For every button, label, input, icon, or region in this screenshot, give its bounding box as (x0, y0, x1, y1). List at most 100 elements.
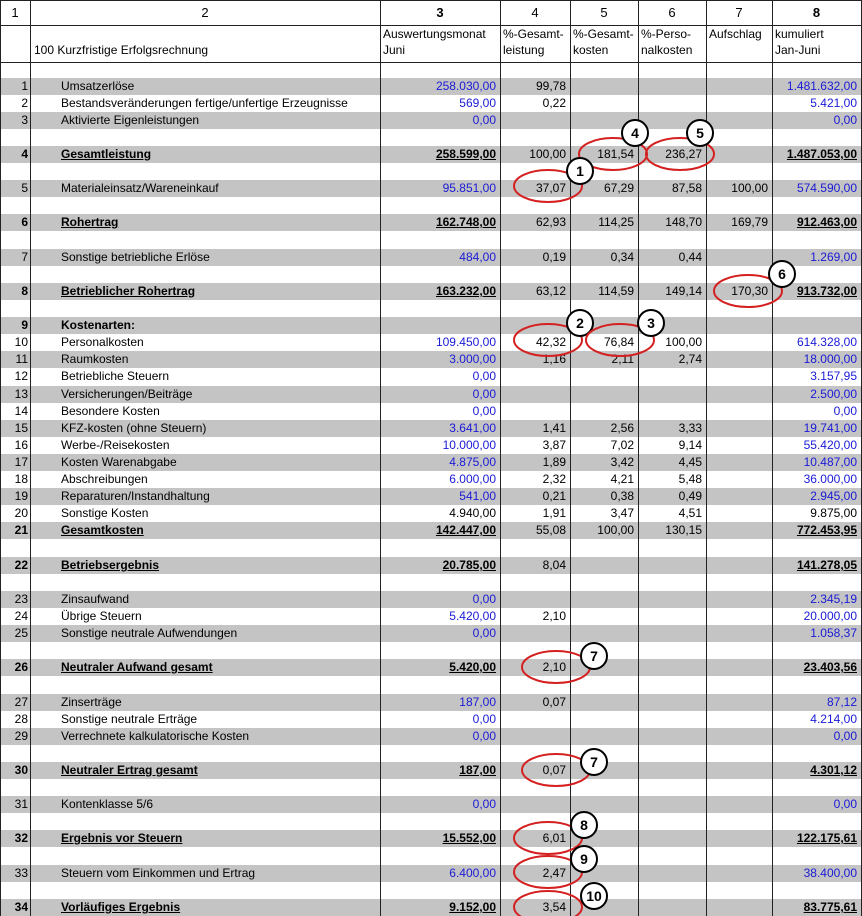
cell-value: 38.400,00 (803, 866, 857, 880)
cell-value: 569,00 (459, 96, 496, 110)
cell-value: 15.552,00 (442, 831, 496, 845)
row-band (0, 283, 862, 300)
row-label: Verrechnete kalkulatorische Kosten (61, 729, 250, 743)
column-title: leistung (503, 43, 545, 57)
callout-circle (580, 882, 608, 910)
row-number: 12 (14, 369, 28, 383)
row-number: 30 (14, 763, 28, 777)
column-border (706, 0, 707, 916)
row-label: Zinsaufwand (61, 592, 130, 606)
callout-circle (580, 748, 608, 776)
cell-value: 614.328,00 (796, 335, 857, 349)
column-border (0, 0, 1, 916)
sheet-title: 100 Kurzfristige Erfolgsrechnung (34, 43, 209, 57)
highlight-ellipse (521, 650, 591, 684)
row-band (0, 728, 862, 745)
cell-value: 2,56 (610, 421, 634, 435)
cell-value: 0,00 (833, 404, 857, 418)
column-title: nalkosten (641, 43, 693, 57)
cell-value: 6.400,00 (449, 866, 496, 880)
row-label: Aktivierte Eigenleistungen (61, 113, 200, 127)
cell-value: 149,14 (665, 284, 702, 298)
highlight-ellipse (645, 137, 715, 171)
column-number: 2 (201, 5, 209, 20)
row-label: Versicherungen/Beiträge (61, 387, 193, 401)
row-label: Sonstige neutrale Aufwendungen (61, 626, 238, 640)
row-label: Gesamtleistung (61, 147, 152, 161)
cell-value: 0,07 (542, 695, 566, 709)
column-number: 4 (531, 5, 539, 20)
cell-value: 7,02 (610, 438, 634, 452)
callout-number: 8 (580, 817, 588, 833)
cell-value: 772.453,95 (796, 523, 857, 537)
cell-value: 0,38 (610, 489, 634, 503)
cell-value: 0,00 (472, 797, 496, 811)
row-number: 22 (14, 558, 28, 572)
row-band (0, 830, 862, 847)
cell-value: 114,25 (598, 215, 634, 229)
cell-value: 8,04 (542, 558, 566, 572)
cell-value: 55,08 (535, 523, 566, 537)
highlight-ellipse (513, 323, 583, 357)
cell-value: 63,12 (535, 284, 566, 298)
cell-value: 5.421,00 (810, 96, 857, 110)
cell-value: 0,00 (472, 592, 496, 606)
callout-number: 3 (647, 315, 655, 331)
row-label: Ergebnis vor Steuern (61, 831, 183, 845)
highlight-ellipse (521, 753, 591, 787)
row-number: 27 (14, 695, 28, 709)
cell-value: 141.278,05 (796, 558, 857, 572)
cell-value: 19.741,00 (803, 421, 857, 435)
cell-value: 18.000,00 (803, 352, 857, 366)
row-label: Neutraler Aufwand gesamt (61, 660, 213, 674)
callout-number: 7 (590, 754, 598, 770)
cell-value: 100,00 (597, 523, 634, 537)
callout-number: 1 (576, 163, 584, 179)
cell-value: 87,58 (671, 181, 702, 195)
row-band (0, 557, 862, 574)
row-label: Abschreibungen (61, 472, 148, 486)
cell-value: 1.481.632,00 (786, 79, 857, 93)
row-number: 28 (14, 712, 28, 726)
cell-value: 67,29 (603, 181, 634, 195)
row-label: KFZ-kosten (ohne Steuern) (61, 421, 207, 435)
cell-value: 236,27 (665, 147, 702, 161)
cell-value: 142.447,00 (435, 523, 496, 537)
cell-value: 1.058,37 (810, 626, 857, 640)
row-band (0, 180, 862, 197)
row-band (0, 659, 862, 676)
row-label: Reparaturen/Instandhaltung (61, 489, 210, 503)
row-number: 9 (21, 318, 28, 332)
cell-value: 148,70 (665, 215, 702, 229)
column-title: Auswertungsmonat (383, 27, 486, 41)
row-number: 2 (21, 96, 28, 110)
cell-value: 3,33 (678, 421, 702, 435)
cell-value: 0,00 (472, 387, 496, 401)
cell-value: 3.000,00 (449, 352, 496, 366)
cell-value: 1,89 (542, 455, 566, 469)
row-label: Werbe-/Reisekosten (61, 438, 170, 452)
row-band (0, 488, 862, 505)
row-number: 19 (14, 489, 28, 503)
cell-value: 2,74 (678, 352, 702, 366)
cell-value: 4,45 (678, 455, 702, 469)
header-border (0, 25, 862, 26)
column-number: 3 (436, 5, 444, 20)
cell-value: 130,15 (665, 523, 702, 537)
row-band (0, 899, 862, 916)
row-number: 23 (14, 592, 28, 606)
cell-value: 2.500,00 (810, 387, 857, 401)
cell-value: 0,00 (472, 626, 496, 640)
row-band (0, 625, 862, 642)
callout-number: 9 (580, 851, 588, 867)
cell-value: 541,00 (459, 489, 496, 503)
cell-value: 4.940,00 (449, 506, 496, 520)
cell-value: 37,07 (535, 181, 566, 195)
cell-value: 87,12 (826, 695, 857, 709)
cell-value: 76,84 (603, 335, 634, 349)
row-number: 34 (14, 900, 28, 914)
row-band (0, 591, 862, 608)
column-number: 5 (600, 5, 608, 20)
row-label: Kostenarten: (61, 318, 136, 332)
row-number: 11 (15, 352, 28, 366)
